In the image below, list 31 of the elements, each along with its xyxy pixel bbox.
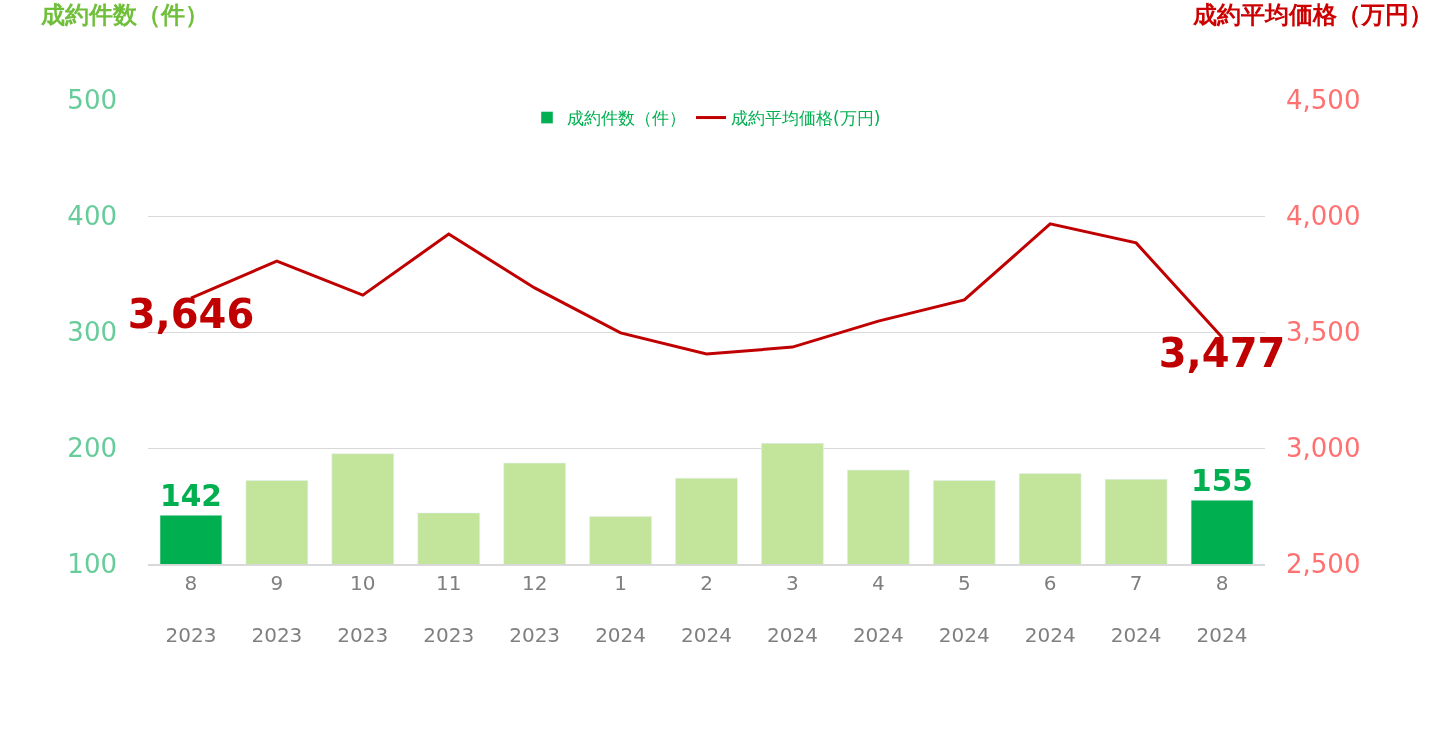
category-label: 11 2023 [423, 571, 475, 647]
y2-tick-label: 4,000 [1286, 201, 1361, 232]
y2-tick-label: 3,000 [1286, 433, 1361, 464]
y-tick-label: 100 [67, 549, 117, 580]
data-label: 3,646 [127, 291, 255, 338]
category-label: 1 2024 [595, 571, 647, 647]
category-label: 8 2023 [165, 571, 217, 647]
category-label: 12 2023 [509, 571, 561, 647]
category-label: 2 2024 [681, 571, 732, 647]
category-label: 10 2023 [337, 571, 389, 647]
category-label: 6 2024 [1024, 571, 1076, 647]
legend-label: 成約件数（件） [567, 108, 686, 129]
y-axis-title: 成約件数（件） [40, 1, 209, 29]
y2-tick-label: 3,500 [1286, 317, 1361, 348]
data-label: 3,477 [1158, 330, 1286, 377]
category-label: 7 2024 [1110, 571, 1162, 647]
category-label: 5 2024 [938, 571, 990, 647]
category-label: 8 2024 [1196, 571, 1248, 647]
data-label: 142 [160, 477, 222, 513]
category-label: 4 2024 [852, 571, 904, 647]
y2-tick-label: 4,500 [1286, 85, 1361, 116]
y2-tick-label: 2,500 [1286, 549, 1361, 580]
data-label: 155 [1191, 462, 1253, 498]
y-tick-label: 300 [67, 317, 117, 348]
y-tick-label: 400 [67, 201, 117, 232]
y-tick-label: 200 [67, 433, 117, 464]
category-label: 9 2023 [251, 571, 303, 647]
legend-label: 成約平均価格(万円) [731, 108, 881, 129]
category-label: 3 2024 [766, 571, 818, 647]
y2-axis-title: 成約平均価格（万円） [1192, 1, 1433, 29]
y-tick-label: 500 [67, 85, 117, 116]
